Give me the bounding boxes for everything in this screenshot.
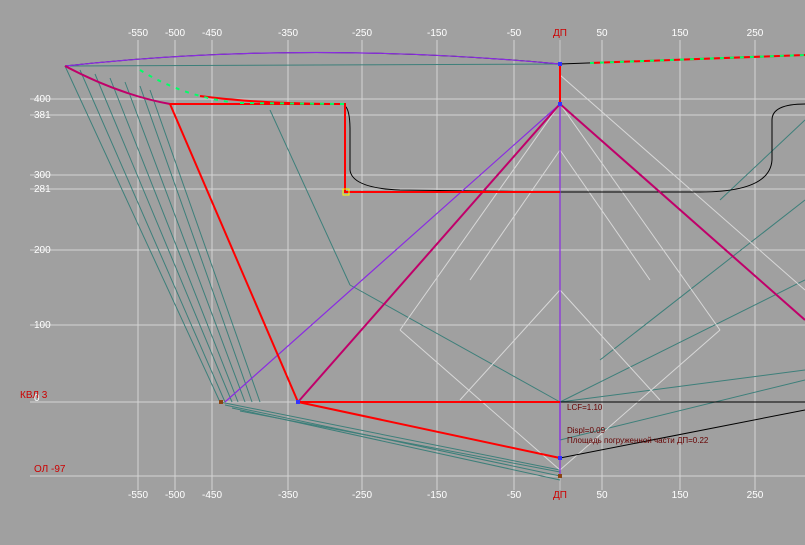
x-tick-label: 250 bbox=[747, 28, 764, 39]
x-tick-label: -550 bbox=[128, 28, 148, 39]
point-marker[interactable] bbox=[558, 62, 562, 66]
x-tick-label: -250 bbox=[352, 490, 372, 501]
teal-frame-lines bbox=[64, 63, 805, 481]
y-tick-label: 200 bbox=[34, 245, 51, 256]
point-marker[interactable] bbox=[558, 474, 562, 478]
y-tick-label: 400 bbox=[34, 94, 51, 105]
x-tick-label: -500 bbox=[165, 490, 185, 501]
x-tick-label: ДП bbox=[553, 490, 567, 501]
x-tick-label: -500 bbox=[165, 28, 185, 39]
x-tick-label: -150 bbox=[427, 28, 447, 39]
green-marks bbox=[139, 54, 805, 105]
x-tick-label: 150 bbox=[672, 28, 689, 39]
y-axis-labels: 400 381 300 281 200 100 0 bbox=[34, 94, 51, 404]
point-marker[interactable] bbox=[219, 400, 223, 404]
lcf-label: LCF=1.10 bbox=[567, 403, 603, 412]
point-marker[interactable] bbox=[558, 102, 562, 106]
purple-lines bbox=[64, 51, 561, 478]
light-diagonal-lines bbox=[399, 74, 805, 471]
x-tick-label: 250 bbox=[747, 490, 764, 501]
y-tick-label: 281 bbox=[34, 184, 51, 195]
magenta-lines bbox=[64, 65, 805, 403]
waterline-label: КВЛ 3 bbox=[20, 390, 48, 401]
point-marker[interactable] bbox=[558, 456, 562, 460]
y-tick-label: 300 bbox=[34, 170, 51, 181]
x-tick-label: -450 bbox=[202, 490, 222, 501]
x-tick-label: -50 bbox=[507, 28, 522, 39]
y-tick-label: 381 bbox=[34, 110, 51, 121]
x-tick-label: 150 bbox=[672, 490, 689, 501]
x-tick-label: 50 bbox=[596, 28, 608, 39]
x-tick-label: -350 bbox=[278, 28, 298, 39]
selected-point[interactable] bbox=[342, 188, 350, 196]
point-marker[interactable] bbox=[296, 400, 300, 404]
baseline-label: ОЛ -97 bbox=[34, 464, 66, 475]
x-tick-label: -550 bbox=[128, 490, 148, 501]
x-tick-label: -150 bbox=[427, 490, 447, 501]
y-tick-label: 100 bbox=[34, 320, 51, 331]
displ-label: Displ=0.09 bbox=[567, 426, 606, 435]
x-tick-label: -450 bbox=[202, 28, 222, 39]
x-axis-bottom-labels: -550 -500 -450 -350 -250 -150 -50 ДП 50 150 250 bbox=[128, 490, 764, 501]
x-tick-label: 50 bbox=[596, 490, 608, 501]
red-hull-contour bbox=[169, 54, 805, 459]
x-axis-top-labels: -550 -500 -450 -350 -250 -150 -50 ДП 50 150 250 bbox=[128, 28, 764, 39]
x-tick-label: -250 bbox=[352, 28, 372, 39]
black-outline bbox=[64, 51, 805, 459]
y-tick-label: 0 bbox=[34, 393, 40, 404]
area-label: Площадь погруженной части ДП=0.22 bbox=[567, 436, 709, 445]
x-tick-label: -350 bbox=[278, 490, 298, 501]
x-tick-label: -50 bbox=[507, 490, 522, 501]
control-points[interactable] bbox=[219, 62, 562, 478]
x-tick-label: ДП bbox=[553, 28, 567, 39]
